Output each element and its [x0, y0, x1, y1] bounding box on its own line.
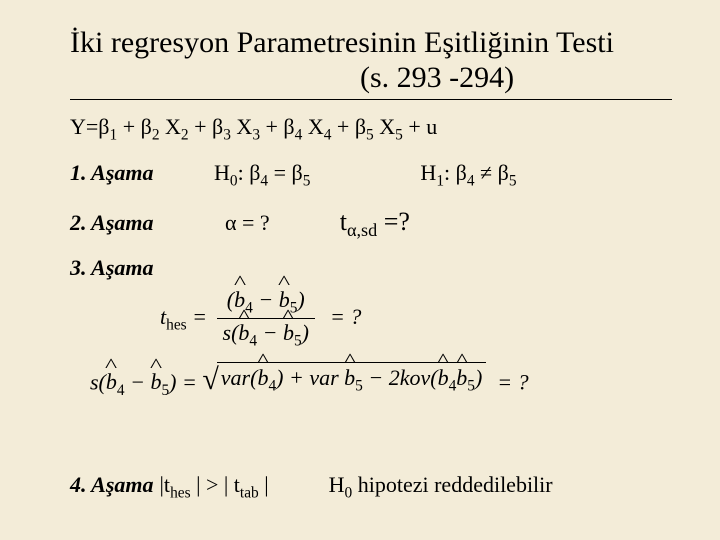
slide: İki regresyon Parametresinin Eşitliğinin…	[0, 0, 720, 540]
title-line2: (s. 293 -294)	[70, 61, 672, 96]
regression-model: Y=β1 + β2 X2 + β3 X3 + β4 X4 + β5 X5 + u	[70, 114, 672, 144]
step-4: 4. Aşama |thes | > | ttab | H0 hipotezi …	[70, 472, 553, 502]
alt-hypothesis: H1: β4 ≠ β5	[420, 160, 516, 190]
title-block: İki regresyon Parametresinin Eşitliğinin…	[70, 26, 672, 100]
eq1-q: = ?	[330, 304, 361, 329]
eq-sdiff: s(b4 − b5) = √ var(b4) + var b5 − 2kov(b…	[90, 362, 529, 400]
step-1: 1. Aşama H0: β4 = β5 H1: β4 ≠ β5	[70, 160, 672, 190]
decision-rule: |thes | > | ttab |	[160, 472, 269, 502]
step-2: 2. Aşama α = ? tα,sd =?	[70, 207, 672, 241]
step1-label: 1. Aşama	[70, 160, 190, 186]
alpha-value: α = ?	[225, 210, 270, 236]
null-hypothesis: H0: β4 = β5	[214, 160, 310, 190]
step4-label: 4. Aşama	[70, 472, 154, 498]
step2-label: 2. Aşama	[70, 210, 190, 236]
eq-thes: thes = (b4 − b5) s(b4 − b5) = ?	[160, 287, 361, 351]
eq2-q: = ?	[497, 369, 528, 394]
t-critical: tα,sd =?	[340, 207, 410, 241]
step-3: 3. Aşama thes = (b4 − b5) s(b4 − b5) = ?…	[70, 255, 672, 427]
step3-label: 3. Aşama	[70, 255, 154, 280]
conclusion: H0 hipotezi reddedilebilir	[329, 472, 553, 502]
title-line1: İki regresyon Parametresinin Eşitliğinin…	[70, 26, 672, 61]
equations: thes = (b4 − b5) s(b4 − b5) = ? s(b4 − b…	[70, 287, 672, 427]
